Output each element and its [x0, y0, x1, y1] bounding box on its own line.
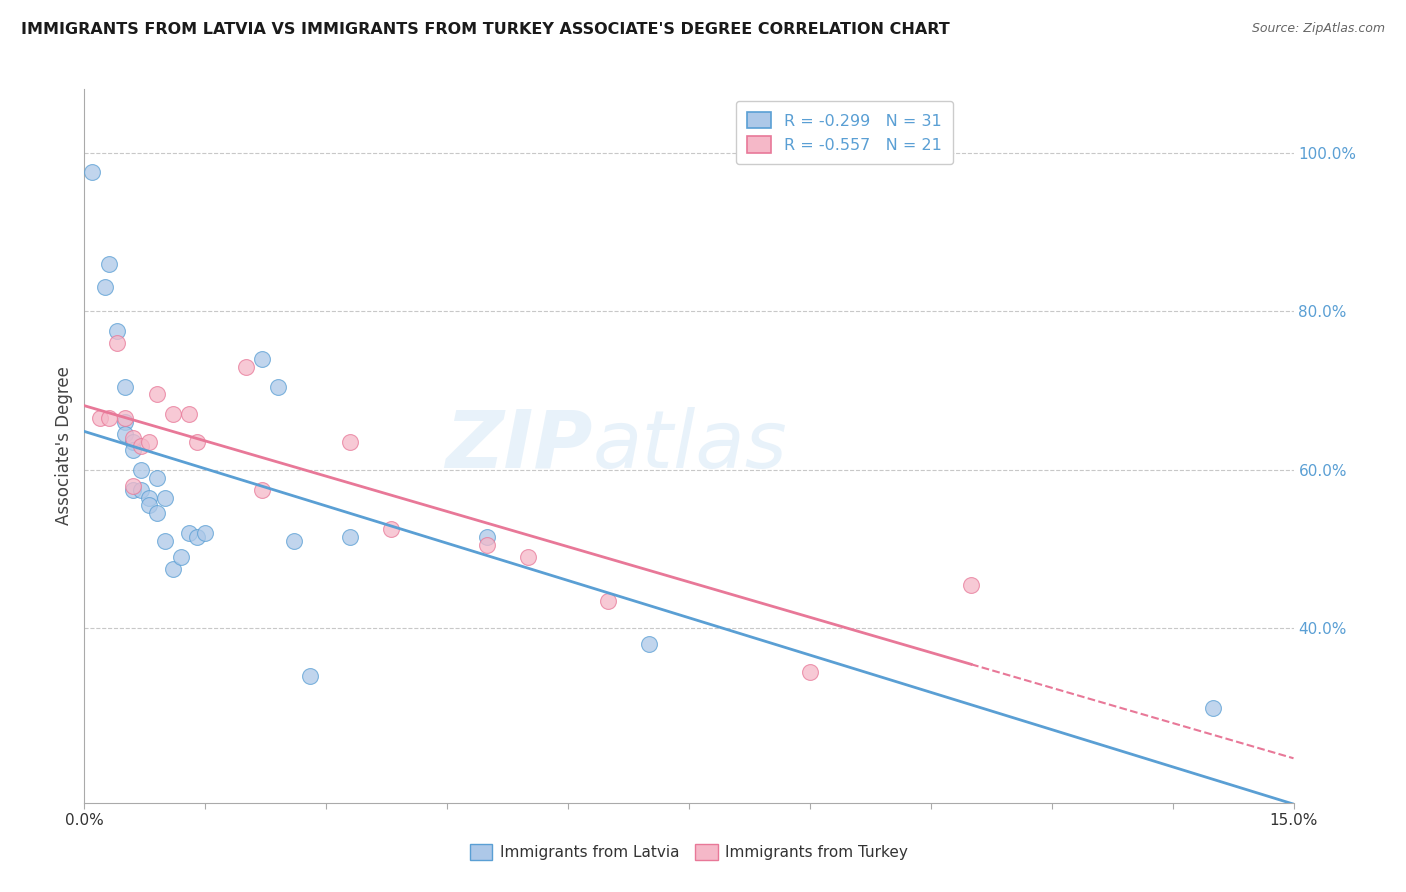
Point: [121, 483, 143, 497]
Point: [339, 435, 361, 450]
Point: [138, 491, 160, 505]
Point: [153, 491, 176, 505]
Point: [339, 530, 361, 544]
Point: [170, 549, 193, 564]
Point: [516, 549, 538, 564]
Point: [105, 335, 128, 350]
Point: [129, 463, 152, 477]
Point: [637, 637, 659, 651]
Point: [97, 257, 120, 271]
Point: [598, 593, 620, 607]
Point: [194, 526, 217, 541]
Point: [105, 324, 128, 338]
Point: [153, 534, 176, 549]
Point: [114, 415, 136, 429]
Point: [1202, 700, 1225, 714]
Text: atlas: atlas: [592, 407, 787, 485]
Point: [179, 526, 201, 541]
Text: Source: ZipAtlas.com: Source: ZipAtlas.com: [1251, 22, 1385, 36]
Y-axis label: Associate's Degree: Associate's Degree: [55, 367, 73, 525]
Point: [186, 435, 208, 450]
Point: [283, 534, 305, 549]
Point: [380, 522, 402, 536]
Point: [179, 407, 201, 421]
Point: [138, 435, 160, 450]
Point: [799, 665, 821, 679]
Point: [82, 165, 104, 179]
Point: [960, 578, 983, 592]
Point: [146, 387, 169, 401]
Point: [267, 379, 290, 393]
Point: [146, 507, 169, 521]
Point: [477, 538, 499, 552]
Point: [235, 359, 257, 374]
Point: [250, 483, 273, 497]
Text: ZIP: ZIP: [444, 407, 592, 485]
Point: [114, 411, 136, 425]
Text: IMMIGRANTS FROM LATVIA VS IMMIGRANTS FROM TURKEY ASSOCIATE'S DEGREE CORRELATION : IMMIGRANTS FROM LATVIA VS IMMIGRANTS FRO…: [21, 22, 950, 37]
Point: [121, 435, 143, 450]
Point: [121, 442, 143, 457]
Point: [114, 427, 136, 442]
Point: [162, 562, 184, 576]
Point: [121, 431, 143, 445]
Point: [129, 483, 152, 497]
Point: [121, 478, 143, 492]
Point: [186, 530, 208, 544]
Point: [299, 669, 322, 683]
Point: [138, 499, 160, 513]
Point: [250, 351, 273, 366]
Point: [162, 407, 184, 421]
Point: [129, 439, 152, 453]
Point: [93, 280, 115, 294]
Point: [477, 530, 499, 544]
Legend: Immigrants from Latvia, Immigrants from Turkey: Immigrants from Latvia, Immigrants from …: [464, 838, 914, 866]
Point: [97, 411, 120, 425]
Point: [114, 379, 136, 393]
Point: [146, 471, 169, 485]
Point: [89, 411, 111, 425]
